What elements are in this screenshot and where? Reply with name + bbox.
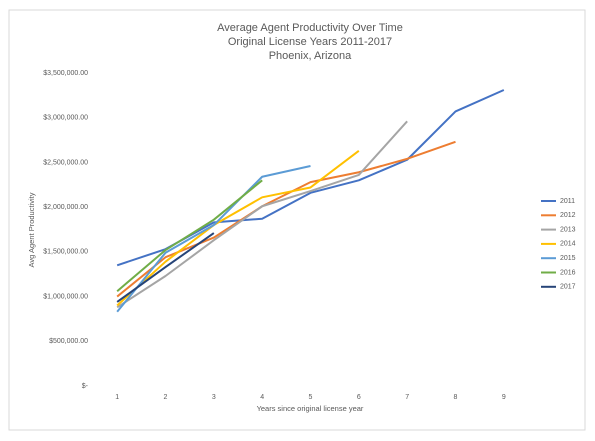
chart-border xyxy=(8,9,586,431)
legend-label: 2014 xyxy=(560,241,576,248)
y-tick-label: $1,000,000.00 xyxy=(43,293,88,300)
series-line xyxy=(116,150,360,307)
y-tick-label: $3,000,000.00 xyxy=(43,115,88,122)
series-line xyxy=(116,120,408,309)
y-tick-label: $- xyxy=(82,383,89,390)
x-tick-label: 4 xyxy=(260,394,264,401)
chart-title: Average Agent Productivity Over Time xyxy=(217,22,403,34)
legend-label: 2015 xyxy=(560,255,576,262)
x-axis-label: Years since original license year xyxy=(257,404,364,413)
y-tick-label: $2,000,000.00 xyxy=(43,204,88,211)
x-tick-label: 2 xyxy=(164,394,168,401)
y-tick-label: $2,500,000.00 xyxy=(43,159,88,166)
legend-label: 2013 xyxy=(560,226,576,233)
x-tick-label: 5 xyxy=(309,394,313,401)
series-line xyxy=(116,140,456,298)
x-tick-label: 8 xyxy=(454,394,458,401)
x-tick-label: 9 xyxy=(502,394,506,401)
y-tick-label: $1,500,000.00 xyxy=(43,249,88,256)
legend-label: 2017 xyxy=(560,284,576,291)
series-line xyxy=(116,179,263,292)
legend-label: 2016 xyxy=(560,269,576,276)
chart-subtitle: Original License Years 2011-2017 xyxy=(228,36,392,48)
chart-subtitle: Phoenix, Arizona xyxy=(269,50,352,62)
x-tick-label: 6 xyxy=(357,394,361,401)
y-axis-label: Avg Agent Productivity xyxy=(27,192,36,267)
series-line xyxy=(116,232,215,303)
x-tick-label: 1 xyxy=(115,394,119,401)
series-line xyxy=(116,165,311,313)
x-tick-label: 3 xyxy=(212,394,216,401)
x-tick-label: 7 xyxy=(405,394,409,401)
legend-label: 2011 xyxy=(560,198,575,205)
legend-label: 2012 xyxy=(560,212,576,219)
y-tick-label: $3,500,000.00 xyxy=(43,70,88,77)
y-tick-label: $500,000.00 xyxy=(49,338,88,345)
